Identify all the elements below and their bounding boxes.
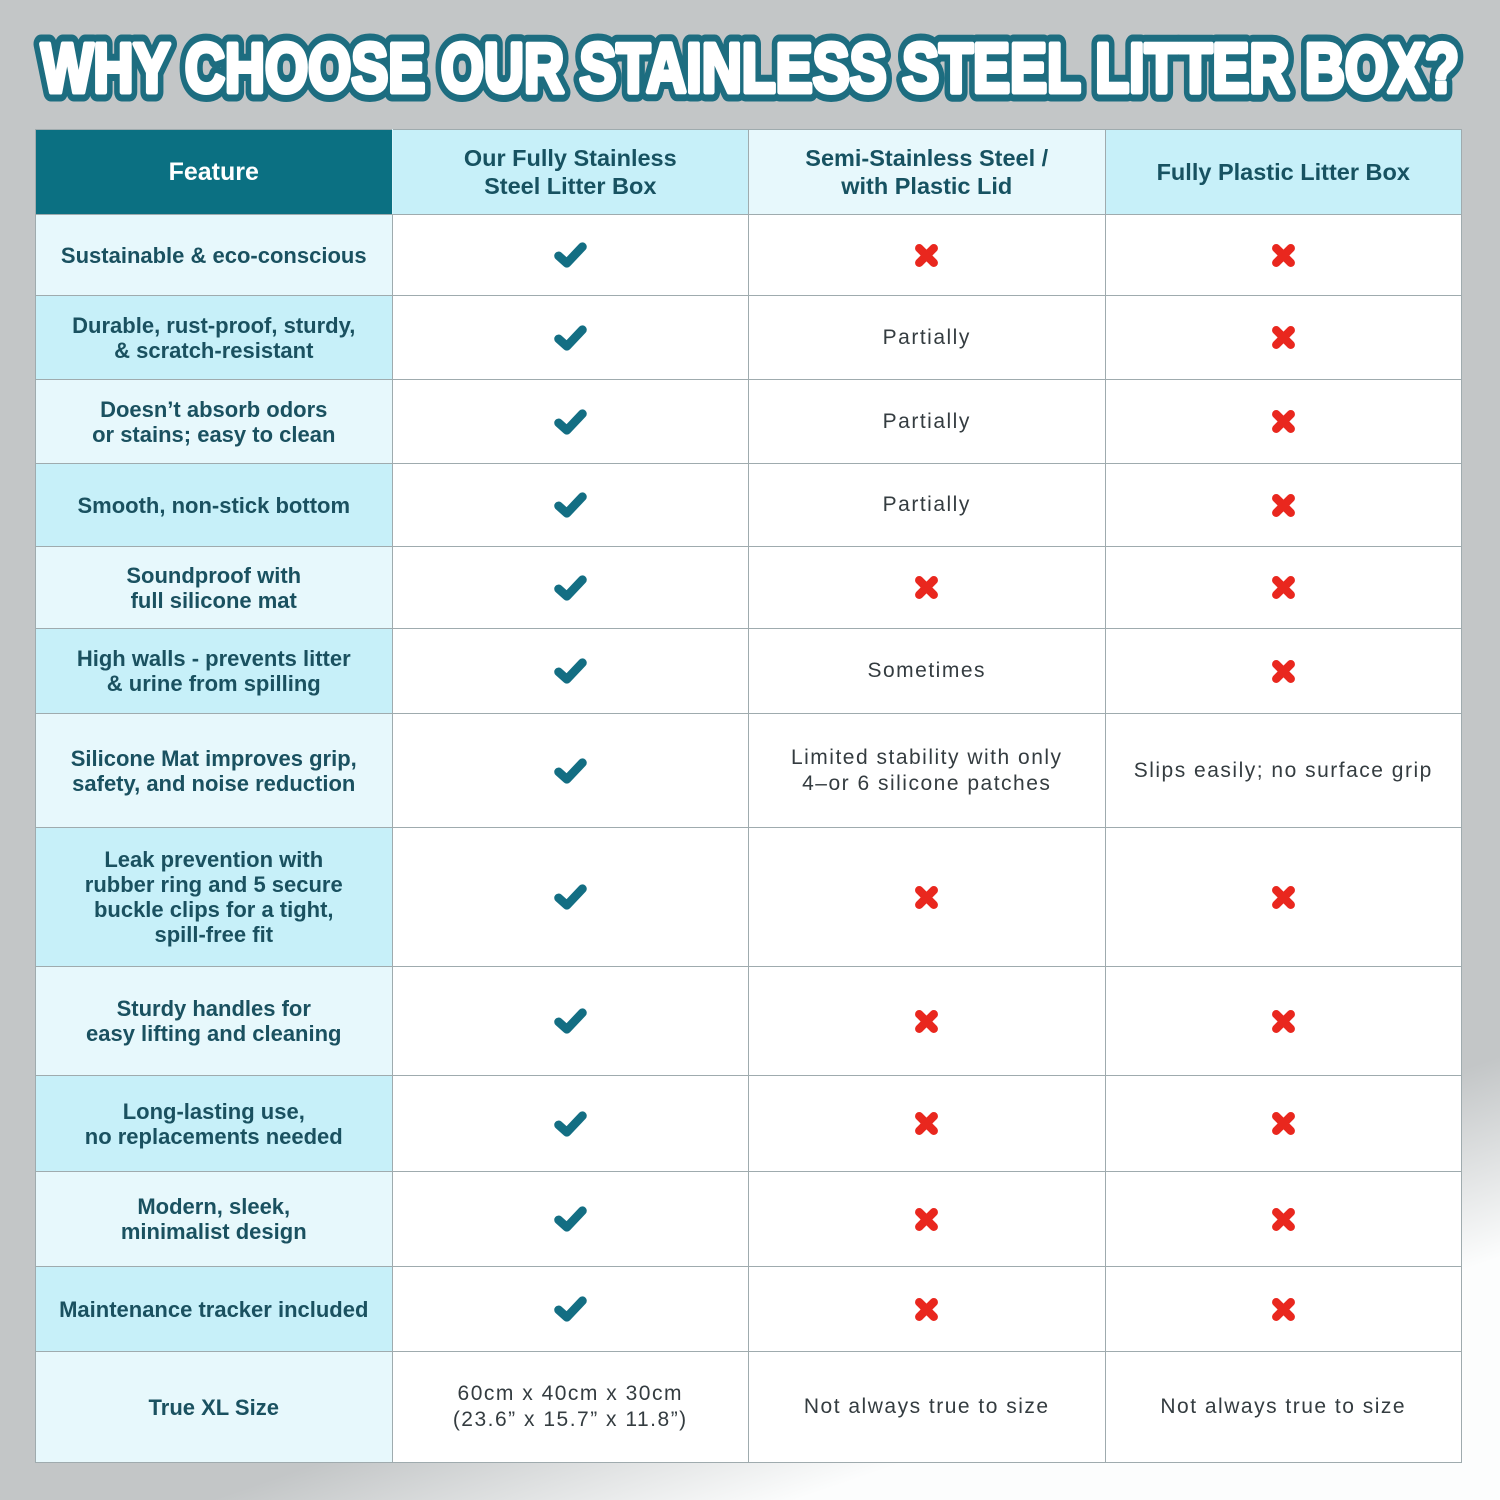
svg-text:WHY CHOOSE OUR STAINLESS STEEL: WHY CHOOSE OUR STAINLESS STEEL LITTER BO… — [41, 29, 1459, 107]
svg-text:WHY CHOOSE OUR STAINLESS STEEL: WHY CHOOSE OUR STAINLESS STEEL LITTER BO… — [41, 29, 1459, 107]
